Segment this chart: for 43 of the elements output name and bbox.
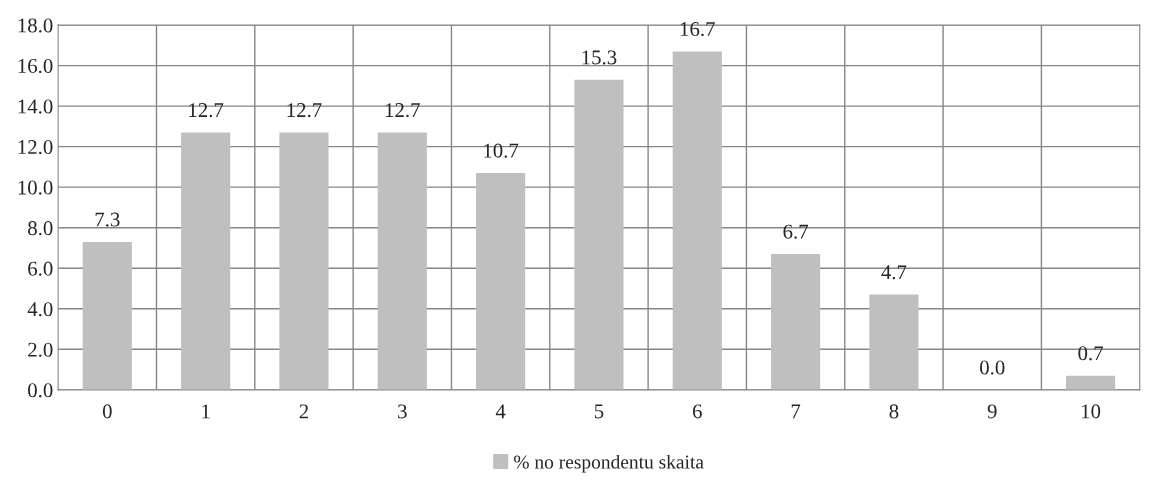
y-tick-label: 12.0	[18, 140, 53, 155]
bar	[279, 132, 329, 390]
y-tick-label: 6.0	[28, 261, 53, 276]
bar	[574, 79, 624, 390]
y-tick-label: 18.0	[18, 18, 53, 33]
data-label: 16.7	[680, 22, 715, 37]
bar	[82, 241, 132, 390]
y-tick-label: 10.0	[18, 180, 53, 195]
data-label: 12.7	[287, 103, 322, 118]
y-tick-label: 8.0	[28, 221, 53, 236]
bar	[377, 132, 427, 390]
data-label: 15.3	[582, 50, 617, 65]
data-label: 12.7	[385, 103, 420, 118]
x-tick-label: 6	[692, 404, 702, 419]
data-label: 0.7	[1078, 346, 1103, 361]
data-label: 0.0	[980, 360, 1005, 375]
x-tick-label: 5	[594, 404, 604, 419]
x-tick-label: 4	[495, 404, 506, 419]
y-tick-label: 2.0	[28, 342, 53, 357]
x-tick-label: 3	[398, 404, 407, 419]
x-tick-label: 10	[1081, 404, 1101, 419]
data-label: 4.7	[881, 265, 907, 280]
legend-label: % no respondentu skaita	[514, 454, 704, 473]
x-tick-label: 0	[102, 404, 112, 419]
data-label: 12.7	[189, 103, 224, 118]
x-tick-label: 7	[791, 404, 801, 419]
bar	[771, 254, 821, 390]
y-tick-label: 14.0	[18, 99, 53, 114]
x-tick-label: 8	[889, 404, 899, 419]
bar	[181, 132, 231, 390]
data-label: 7.3	[95, 212, 120, 227]
y-tick-label: 0.0	[28, 383, 53, 398]
x-tick-label: 1	[202, 404, 210, 419]
data-label: 10.7	[484, 143, 519, 158]
y-tick-label: 16.0	[18, 58, 53, 74]
bar	[869, 294, 919, 390]
data-label: 6.7	[783, 224, 809, 239]
bar	[476, 172, 526, 390]
bar	[1066, 375, 1116, 390]
x-tick-label: 2	[299, 404, 309, 419]
bar	[672, 51, 722, 390]
y-tick-label: 4.0	[27, 302, 53, 317]
x-tick-label: 9	[987, 404, 997, 419]
